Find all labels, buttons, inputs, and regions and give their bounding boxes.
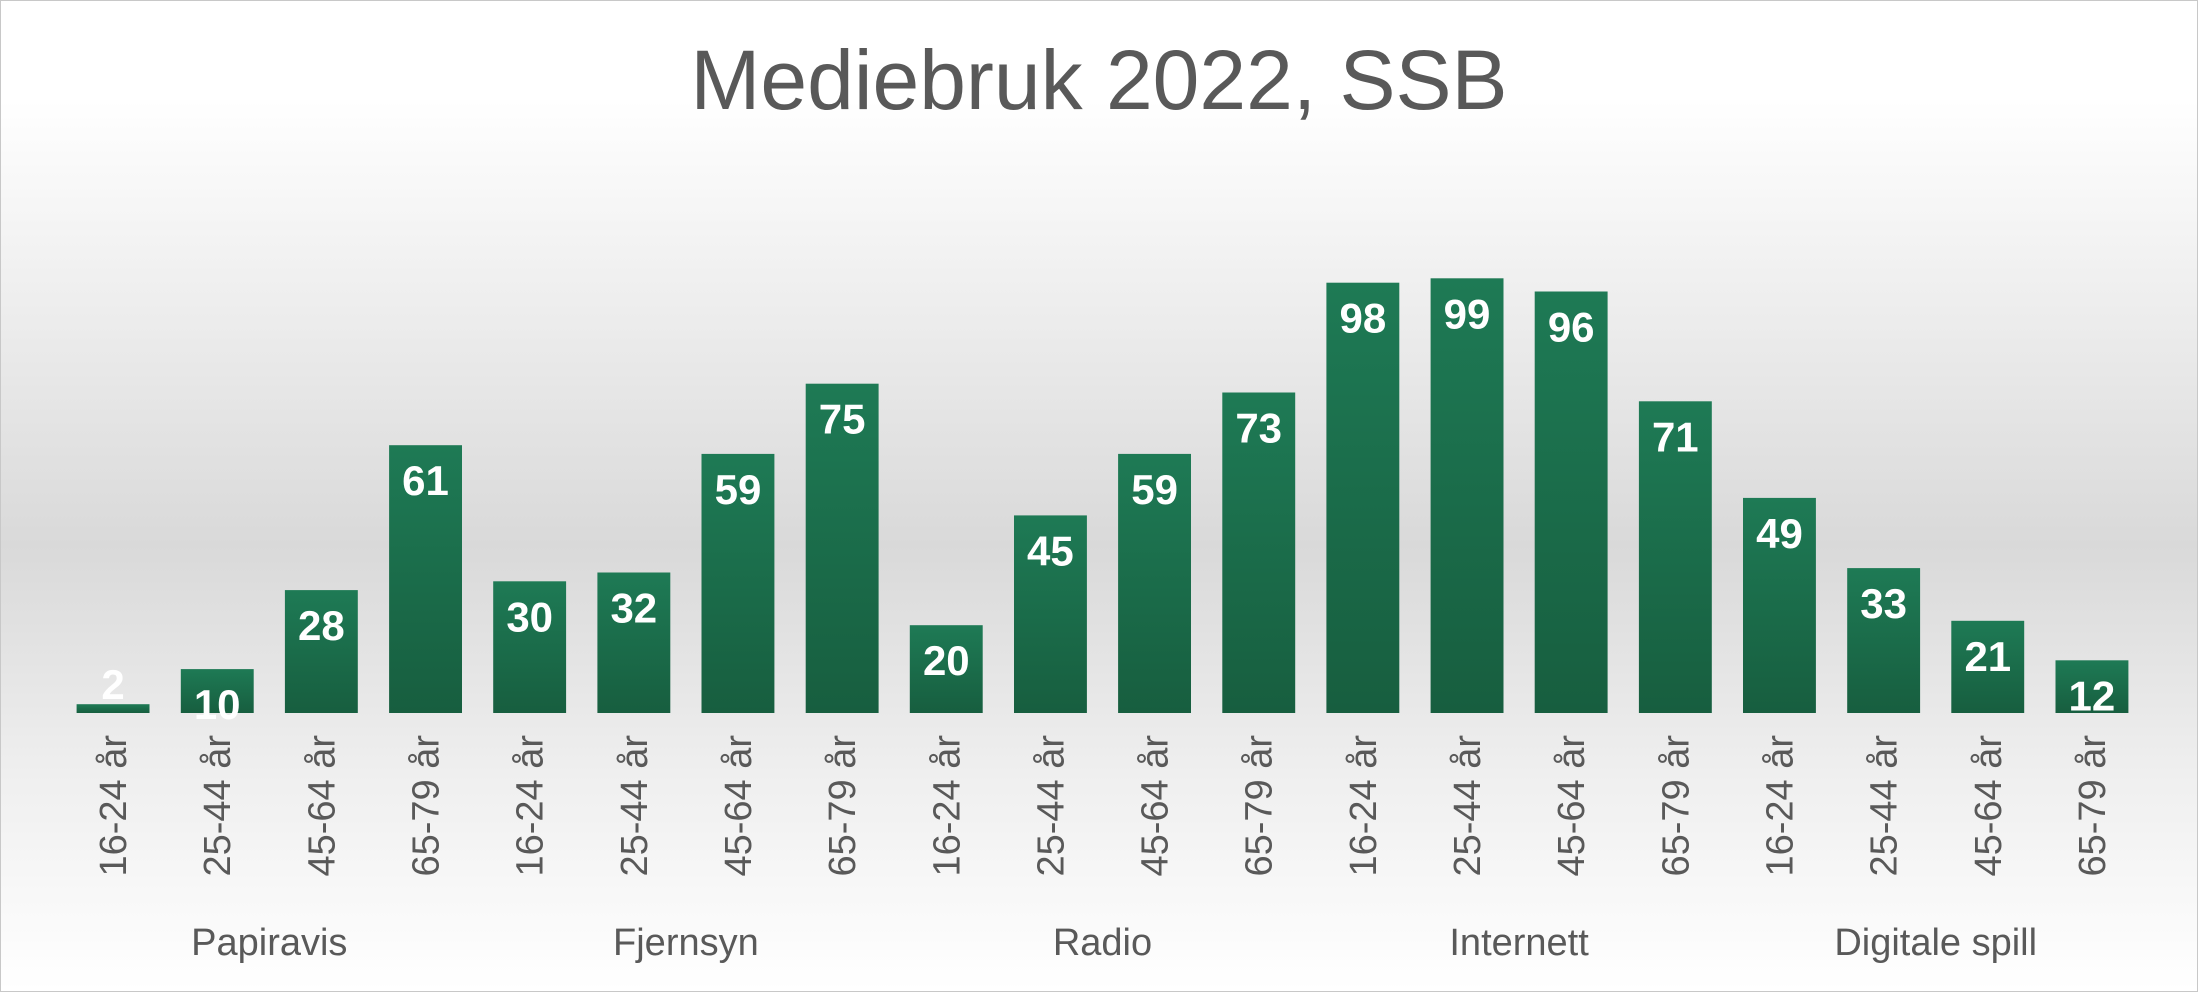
data-label: 75 [819,396,866,443]
data-label: 61 [402,457,449,504]
tick-label: 65-79 år [1655,735,1697,877]
bar [909,625,983,713]
bar [1638,401,1712,713]
group-label: Papiravis [191,922,347,964]
data-label: 98 [1340,295,1387,342]
data-label: 49 [1756,510,1803,557]
data-label: 73 [1235,405,1282,452]
data-label: 10 [194,681,241,728]
tick-label: 45-64 år [718,735,760,877]
data-label: 96 [1548,304,1595,351]
bar [1534,291,1608,713]
data-label: 21 [1964,633,2011,680]
tick-label: 25-44 år [1864,735,1906,877]
bar [1743,497,1816,713]
tick-label: 16-24 år [93,735,135,877]
bar [701,453,775,713]
bar [805,383,879,713]
data-label: 59 [1131,466,1178,513]
group-label: Radio [1053,922,1152,964]
bar [597,572,671,713]
data-label: 99 [1444,290,1491,337]
data-label: 20 [923,637,970,684]
tick-label: 25-44 år [614,735,656,877]
bar [493,581,567,713]
bar [76,704,150,713]
group-label: Fjernsyn [613,922,759,964]
tick-label: 65-79 år [406,735,448,877]
bar [1326,282,1400,713]
bar [284,590,358,713]
data-label: 32 [610,585,657,632]
tick-label: 45-64 år [301,735,343,877]
tick-label: 45-64 år [1551,735,1593,877]
tick-label: 65-79 år [2072,735,2114,877]
bar [1430,278,1504,713]
bar [2055,660,2129,713]
bar [180,669,254,713]
bar [1014,515,1087,713]
bar [1847,568,1921,713]
group-label: Internett [1449,922,1589,964]
tick-label: 25-44 år [1030,735,1072,877]
data-label: 71 [1652,413,1699,460]
data-label: 12 [2069,672,2116,719]
group-label: Digitale spill [1834,922,2037,964]
tick-label: 16-24 år [510,735,552,877]
tick-label: 16-24 år [926,735,968,877]
tick-label: 16-24 år [1760,735,1802,877]
tick-label: 45-64 år [1968,735,2010,877]
data-label: 59 [715,466,762,513]
data-label: 2 [101,661,124,708]
data-label: 45 [1027,527,1074,574]
bar [1951,620,2025,713]
tick-label: 65-79 år [1239,735,1281,877]
tick-label: 65-79 år [822,735,864,877]
bar [1118,453,1191,713]
tick-label: 25-44 år [197,735,239,877]
bar [389,445,462,713]
bar [1222,392,1296,713]
tick-label: 25-44 år [1447,735,1489,877]
data-label: 33 [1860,580,1907,627]
tick-label: 16-24 år [1343,735,1385,877]
data-label: 30 [506,593,553,640]
chart-title: Mediebruk 2022, SSB [690,33,1507,127]
tick-label: 45-64 år [1135,735,1177,877]
data-label: 28 [298,602,345,649]
